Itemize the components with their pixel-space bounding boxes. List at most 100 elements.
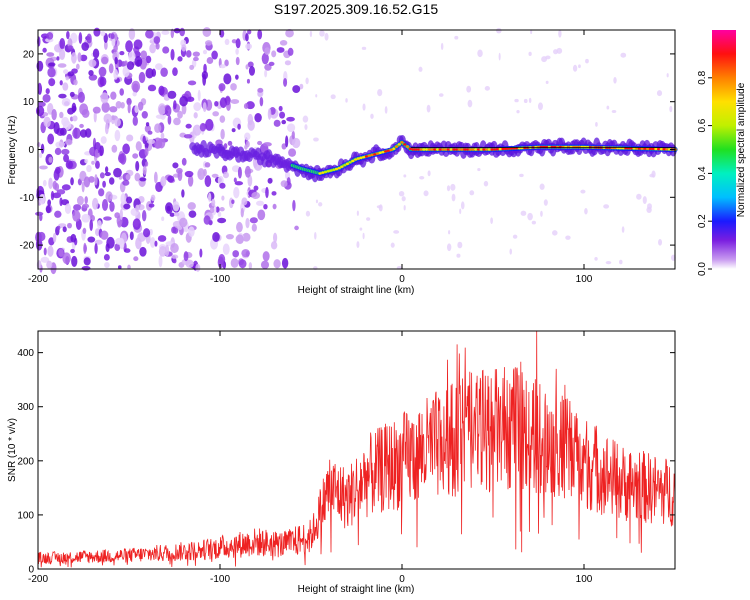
spectrogram-noise-cell xyxy=(63,154,70,163)
spectrogram-noise-cell xyxy=(294,225,299,231)
spectrogram-noise-cell xyxy=(477,167,481,172)
spectrogram-y-label: Frequency (Hz) xyxy=(7,116,18,185)
spectrogram-noise-cell xyxy=(91,160,95,165)
chart-title: S197.2025.309.16.52.G15 xyxy=(274,1,438,17)
spectrogram-noise-cell xyxy=(253,185,259,191)
spectrogram-noise-cell xyxy=(270,241,278,250)
spectrogram-noise-cell xyxy=(483,180,489,187)
spectrogram-ridge-core xyxy=(351,159,355,163)
spectrogram-noise-cell xyxy=(128,51,136,62)
spectrogram-noise-cell xyxy=(158,85,165,96)
snr-x-ticks: -200 -100 0 100 xyxy=(28,331,593,585)
spectrogram-noise-cell xyxy=(556,47,563,54)
spectrogram-noise-cell xyxy=(119,238,125,250)
spectrogram-noise-cell xyxy=(99,149,103,157)
snr-y-tick-label: 100 xyxy=(17,510,34,521)
spectrogram-noise-cell xyxy=(313,137,319,142)
spectrogram-noise-cell xyxy=(204,162,211,168)
spectrogram-noise-cell xyxy=(284,60,292,66)
spectrogram-noise-cell xyxy=(318,202,323,207)
spectrogram-noise-cell xyxy=(262,142,272,147)
spectrogram-noise-cell xyxy=(89,219,93,231)
colorbar: 0.0 0.2 0.4 0.6 0.8 Normalized spectral ampl… xyxy=(697,30,747,276)
spectrogram-noise-cell xyxy=(286,116,295,122)
spectrogram-noise-cell xyxy=(231,199,235,204)
spectrogram-noise-cell xyxy=(283,77,288,87)
spectrogram-noise-cell xyxy=(145,67,154,79)
spectrogram-ridge-core xyxy=(498,147,502,151)
spectrogram-noise-cell xyxy=(72,115,78,122)
spectrogram-noise-cell xyxy=(184,170,194,178)
spectrogram-noise-cell xyxy=(356,241,360,248)
spectrogram-noise-cell xyxy=(446,185,451,192)
spectrogram-noise-cell xyxy=(281,143,287,150)
spectrogram-noise-cell xyxy=(584,208,588,215)
spectrogram-noise-cell xyxy=(467,99,473,108)
spectrogram-noise-cell xyxy=(594,257,598,261)
spectrogram-ridge-core xyxy=(460,148,464,151)
snr-y-ticks: 0 100 200 300 400 xyxy=(17,348,675,576)
spectrogram-noise-cell xyxy=(403,205,406,211)
spectrogram-noise-cell xyxy=(47,245,54,257)
spectrogram-ridge-core xyxy=(332,168,336,172)
spectrogram-noise-cell xyxy=(103,254,110,261)
spectrogram-noise-cell xyxy=(155,114,165,119)
spectrogram-noise-cell xyxy=(103,33,108,44)
spectrogram-noise-cell xyxy=(231,39,237,44)
spectrogram-noise-cell xyxy=(273,119,281,127)
spectrogram-noise-cell xyxy=(362,232,365,240)
spectrogram-noise-cell xyxy=(39,165,48,170)
spectrogram-noise-cell xyxy=(122,143,130,155)
spectrogram-ridge-core xyxy=(430,148,434,151)
spectrogram-noise-cell xyxy=(585,58,589,64)
spectrogram-noise-cell xyxy=(466,85,472,93)
spectrogram-noise-cell xyxy=(186,96,195,102)
spectrogram-noise-cell xyxy=(189,64,195,70)
spectrogram-noise-cell xyxy=(51,108,57,121)
spectrogram-ridge-core xyxy=(657,147,661,151)
spectrogram-noise-cell xyxy=(281,119,287,125)
spectrogram-noise-cell xyxy=(238,259,247,269)
spectrogram-ridge-core xyxy=(662,148,666,151)
spectrogram-ridge-core xyxy=(411,148,415,151)
spectrogram-noise-cell xyxy=(71,52,77,64)
spectrogram-noise-cell xyxy=(88,59,97,68)
spectrogram-noise-cell xyxy=(263,204,268,210)
spectrogram-noise-cell xyxy=(291,130,295,140)
spectrogram-noise-cell xyxy=(302,115,309,123)
spectrogram-noise-cell xyxy=(141,210,147,222)
spectrogram-noise-cell xyxy=(304,124,308,131)
spectrogram-noise-cell xyxy=(527,212,533,221)
spectrogram-noise-cell xyxy=(138,71,146,84)
spectrogram-noise-cell xyxy=(101,101,110,113)
spectrogram-noise-cell xyxy=(315,199,319,204)
spectrogram-ridge-core xyxy=(449,148,453,151)
spectrogram-x-tick-label: 100 xyxy=(576,274,593,285)
spectrogram-noise-cell xyxy=(241,249,250,258)
spectrogram-ridge-core xyxy=(414,148,418,151)
spectrogram-noise-cell xyxy=(101,198,109,211)
spectrogram-ridge-core xyxy=(504,147,508,151)
spectrogram-noise-cell xyxy=(580,189,586,194)
spectrogram-noise-cell xyxy=(218,83,226,92)
spectrogram-noise-cell xyxy=(173,27,181,34)
spectrogram-noise-cell xyxy=(109,106,118,113)
spectrogram-noise-cell xyxy=(345,98,348,103)
spectrogram-noise-cell xyxy=(111,144,118,153)
spectrogram-ridge-core xyxy=(403,143,407,146)
spectrogram-noise-cell xyxy=(54,147,62,156)
spectrogram-noise-cell xyxy=(92,197,99,210)
spectrogram-noise-cell xyxy=(528,51,532,56)
spectrogram-noise-cell xyxy=(181,258,191,266)
spectrogram-noise-cell xyxy=(279,111,286,119)
spectrogram-noise-cell xyxy=(170,28,175,39)
spectrogram-noise-cell xyxy=(145,122,150,127)
spectrogram-ridge-core xyxy=(394,145,399,148)
spectrogram-noise-cell xyxy=(477,49,483,58)
spectrogram-noise-cell xyxy=(552,230,558,236)
spectrogram-noise-cell xyxy=(37,82,42,92)
spectrogram-noise-cell xyxy=(135,141,142,152)
spectrogram-noise-cell xyxy=(287,47,294,56)
spectrogram-noise-cell xyxy=(139,246,147,257)
